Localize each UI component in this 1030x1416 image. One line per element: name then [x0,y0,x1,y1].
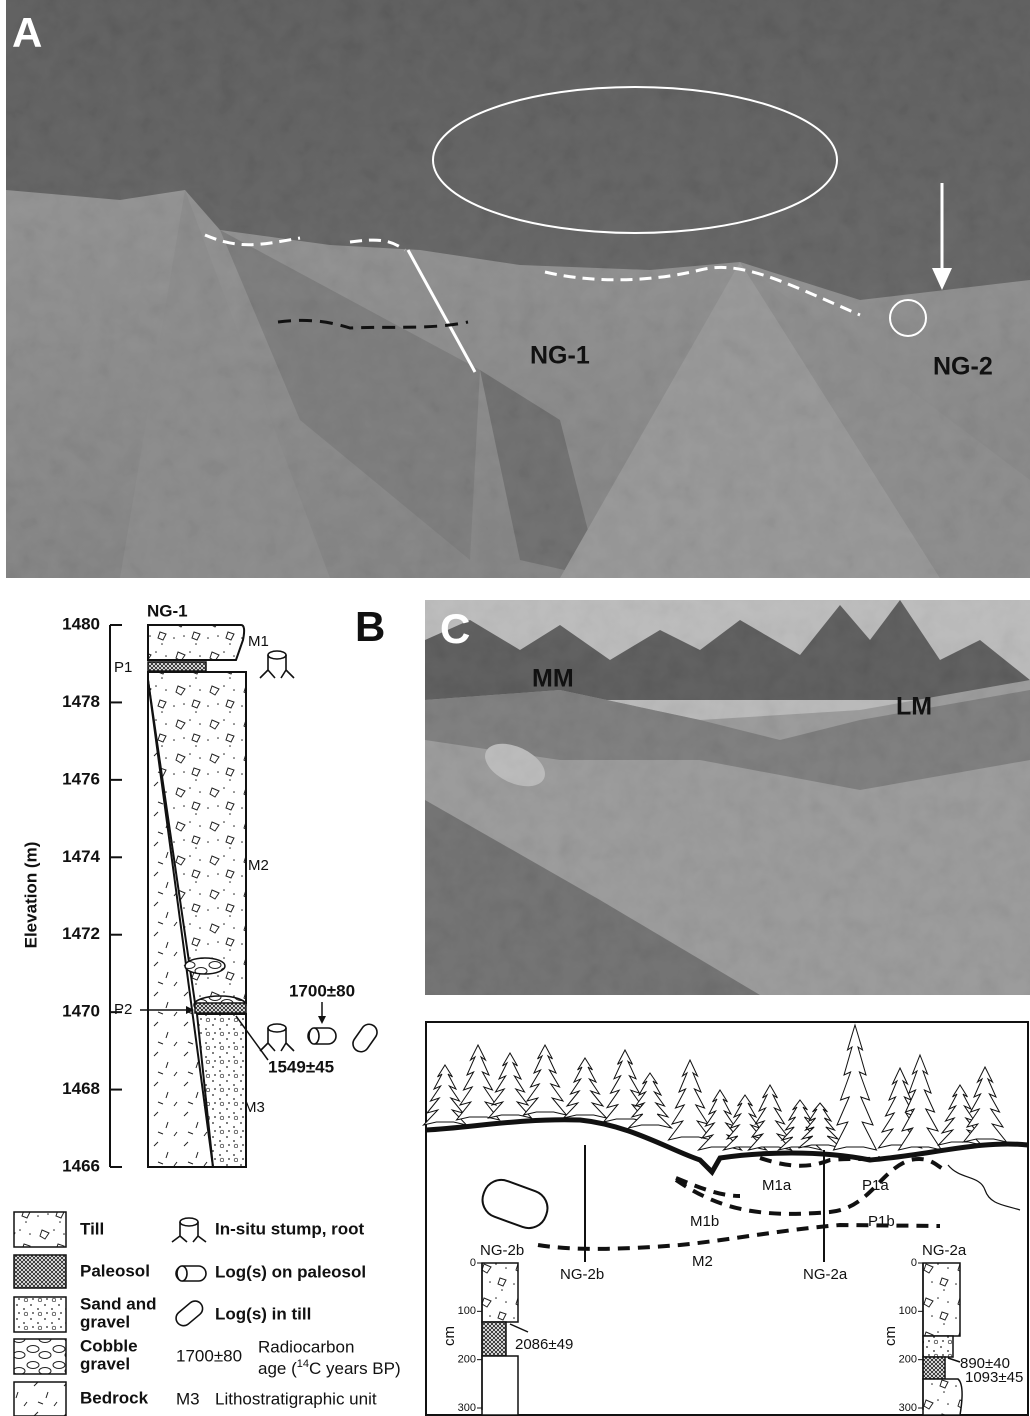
legend-text: age ( [258,1359,297,1378]
site-label: NG-1 [530,342,590,370]
paleosol [195,1003,246,1013]
legend-text: M3 [176,1389,200,1408]
section-label: NG-2b [560,1266,604,1283]
y-tick-label: 0 [470,1257,476,1269]
y-tick-label: 1468 [62,1079,100,1098]
stump-icon [172,1218,206,1242]
y-tick-label: 1476 [62,769,100,788]
legend-text: Sand and [80,1294,157,1313]
y-tick-label: 1472 [62,924,100,943]
axis-label: cm [441,1326,458,1346]
till-unit [148,625,244,660]
log-icon [176,1266,206,1281]
paleosol [148,662,206,671]
panel-label: B [355,603,385,650]
legend-swatch [14,1255,66,1288]
date-label: 2086±49 [515,1336,573,1353]
y-tick-label: 1474 [62,847,100,866]
stump-icon [260,651,294,678]
panel-d: M1a M1b M2 P1a P1b NG-2b NG-2a NG-2b 208… [424,1022,1029,1415]
log-icon [350,1021,380,1055]
legend-text: 1700±80 [176,1346,242,1365]
y-tick-label: 100 [899,1305,917,1317]
y-tick-label: 100 [458,1305,476,1317]
paleosol-label: P2 [114,1001,132,1018]
date-label: 1093±45 [965,1369,1023,1386]
panel-b: B Elevation (m) NG-1 M1 M2 M3 P1 P2 1700… [21,601,385,1175]
y-tick-label: 300 [458,1402,476,1414]
date-label: 1700±80 [289,981,355,1000]
figure: A NG-1 NG-2 B Elevation (m) NG-1 M1 M2 M… [0,0,1030,1416]
y-tick-label: 0 [911,1257,917,1269]
column-label: NG-2a [922,1242,967,1259]
legend-text: Log(s) on paleosol [215,1262,366,1281]
panel-label: A [12,9,42,56]
unit-label: M2 [248,857,269,874]
legend-text: Radiocarbon [258,1337,354,1356]
log-icon [173,1298,206,1329]
y-tick-label: 1466 [62,1156,100,1175]
legend-text: In-situ stump, root [215,1219,365,1238]
legend-text: Paleosol [80,1261,150,1280]
legend-text: age (14C years BP) [258,1358,401,1379]
log-icon [308,1028,336,1044]
photo-a: A NG-1 NG-2 [6,0,1030,578]
moraine-label: LM [896,693,932,721]
date-label: 1549±45 [268,1057,334,1076]
y-tick-label: 300 [899,1402,917,1414]
legend-text: gravel [80,1312,130,1331]
legend-swatch [14,1339,66,1374]
unit-label: M3 [244,1099,265,1116]
unit-label: M1b [690,1213,719,1230]
paleosol-label: P1b [868,1213,895,1230]
legend-swatch [14,1382,66,1416]
superscript: 14 [297,1358,309,1370]
moraine-label: MM [532,665,574,693]
unit-label: M1a [762,1177,792,1194]
legend-swatch [14,1212,66,1247]
legend-text: Bedrock [80,1388,149,1407]
section-label: NG-2a [803,1266,848,1283]
y-tick-label: 1470 [62,1002,100,1021]
unit-label: M2 [692,1253,713,1270]
y-tick-label: 1480 [62,614,100,633]
axis-label: cm [882,1326,899,1346]
photo-c: C MM LM [425,600,1030,995]
paleosol-label: P1 [114,659,132,676]
legend-text: Lithostratigraphic unit [215,1389,377,1408]
site-label: NG-2 [933,353,993,381]
y-tick-label: 200 [458,1354,476,1366]
paleosol-label: P1a [862,1177,889,1194]
legend-text: Cobble [80,1336,138,1355]
panel-label: C [440,605,470,652]
legend-text: C years BP) [309,1359,401,1378]
stump-icon [260,1024,294,1051]
column-label: NG-1 [147,601,188,620]
cobble-lens [185,958,225,974]
column-label: NG-2b [480,1242,524,1259]
legend-text: Till [80,1219,104,1238]
legend-text: Log(s) in till [215,1304,311,1323]
y-tick-label: 200 [899,1354,917,1366]
legend-swatch [14,1297,66,1332]
axis-label: Elevation (m) [21,842,40,949]
legend-text: gravel [80,1354,130,1373]
unit-label: M1 [248,633,269,650]
y-tick-label: 1478 [62,692,100,711]
